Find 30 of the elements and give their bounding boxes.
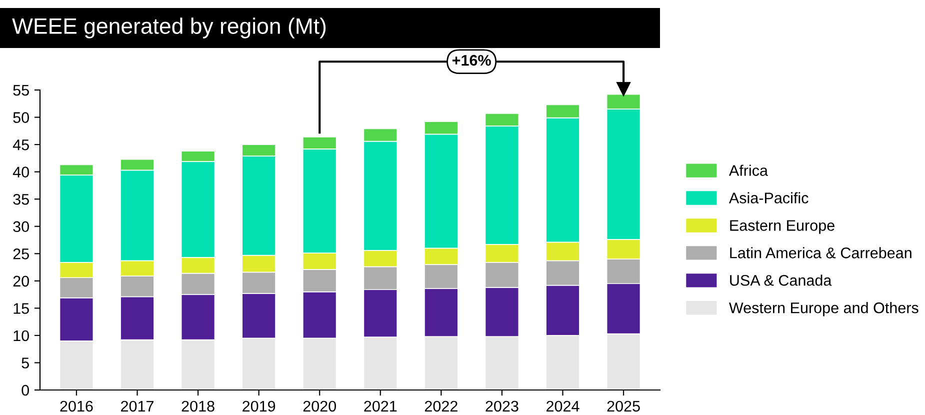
legend-label: Eastern Europe (730, 220, 834, 234)
y-tick-label: 15 (14, 303, 29, 314)
y-tick-label: 45 (12, 140, 29, 150)
x-tick-label: 2020 (303, 400, 336, 412)
y-tick-label: 55 (13, 85, 29, 96)
x-tick-label: 2025 (607, 400, 640, 412)
text: +16% (452, 54, 491, 66)
legend-label: Western Europe and Others (728, 302, 918, 316)
legend-label: Latin America & Carrebean (730, 247, 912, 258)
y-tick-label: 20 (13, 276, 29, 287)
x-tick-label: 2021 (364, 400, 397, 412)
y-tick-label: 50 (13, 112, 29, 123)
x-tick-label: 2017 (121, 400, 154, 412)
x-tick-label: 2016 (60, 400, 93, 412)
y-tick-label: 5 (22, 358, 29, 368)
legend-label: Asia-Pacific (728, 192, 808, 204)
chart-title: WEEE generated by region (Mt) (12, 18, 326, 38)
y-tick-label: 0 (22, 384, 29, 396)
y-tick-label: 35 (13, 194, 29, 205)
x-tick-label: 2023 (486, 400, 518, 412)
x-tick-label: 2018 (182, 400, 214, 412)
y-tick-label: 25 (13, 248, 29, 260)
x-tick-label: 2024 (546, 400, 580, 412)
x-tick-label: 2022 (424, 400, 458, 412)
x-tick-label: 2019 (242, 400, 276, 412)
y-tick-label: 30 (13, 221, 29, 232)
legend-label: USA & Canada (730, 274, 832, 286)
y-tick-label: 10 (14, 330, 29, 342)
legend-label: Africa (728, 164, 768, 176)
y-tick-label: 40 (12, 166, 29, 178)
